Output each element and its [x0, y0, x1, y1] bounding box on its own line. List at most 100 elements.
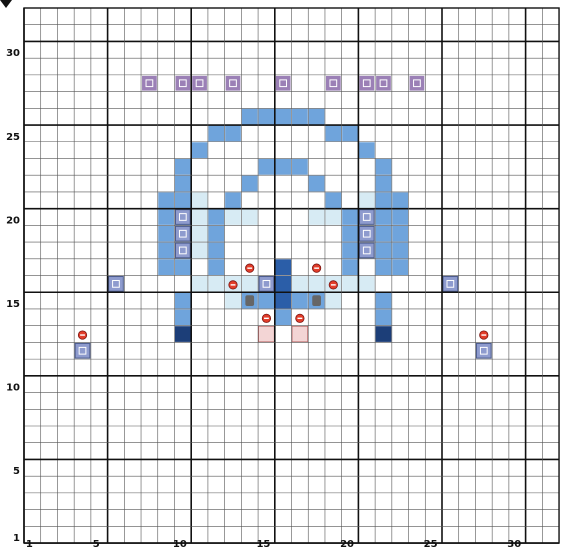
tile-deck [308, 175, 325, 192]
tile-deck [342, 125, 358, 142]
crate-icon[interactable] [192, 75, 207, 91]
control-panel-icon-detail [178, 213, 187, 221]
control-panel-icon[interactable] [358, 242, 375, 259]
tile-deck_light [358, 276, 375, 292]
map-border [23, 7, 560, 544]
crate-icon[interactable] [376, 75, 391, 91]
crate-icon-detail [329, 79, 338, 88]
control-panel-icon[interactable] [174, 209, 191, 225]
tile-deck [308, 108, 325, 125]
tile-deck_light [308, 276, 325, 292]
tile-deck [258, 108, 275, 125]
npc-figure-icon[interactable] [245, 295, 255, 306]
crate-icon-detail [379, 79, 388, 88]
tile-deck [174, 158, 191, 175]
tile-deck [375, 192, 392, 209]
tile-deck [158, 259, 174, 276]
control-panel-icon[interactable] [442, 276, 459, 292]
y-tick-label: 10 [6, 383, 20, 394]
alert-marker-icon-bar [481, 334, 487, 336]
control-panel-icon[interactable] [258, 276, 275, 292]
x-tick-label: 15 [256, 539, 270, 550]
crate-icon[interactable] [409, 75, 425, 91]
control-panel-icon[interactable] [108, 276, 124, 292]
tile-deck [158, 192, 174, 209]
tile-deck [392, 192, 409, 209]
tile-deck [375, 225, 392, 242]
tile-deck [241, 108, 258, 125]
tile-deck_light [191, 276, 208, 292]
y-tick-label: 20 [6, 215, 20, 226]
x-tick-label: 1 [26, 539, 33, 550]
y-tick-label: 15 [6, 299, 20, 310]
crate-icon[interactable] [359, 75, 375, 91]
alert-marker-icon-bar [80, 334, 85, 336]
crate-icon-detail [362, 79, 371, 88]
control-panel-icon-detail [78, 346, 87, 355]
x-tick-label: 20 [340, 539, 354, 550]
tile-deck [275, 158, 292, 175]
tile-deck [292, 108, 308, 125]
y-tick-label: 5 [13, 466, 20, 477]
door-tile[interactable] [291, 325, 309, 343]
control-panel-icon[interactable] [475, 342, 492, 359]
tile-deck [241, 175, 258, 192]
control-panel-icon-detail [362, 213, 371, 221]
tile-deck [208, 242, 225, 259]
crate-icon[interactable] [325, 75, 341, 91]
tile-deck_light [241, 276, 258, 292]
alert-marker-icon-bar [264, 317, 269, 320]
control-panel-icon[interactable] [358, 209, 375, 225]
tile-deck [375, 209, 392, 225]
tile-deck [275, 309, 292, 326]
control-panel-icon[interactable] [74, 342, 91, 359]
tile-deck [375, 242, 392, 259]
crate-icon-detail [145, 79, 154, 88]
control-panel-icon[interactable] [358, 225, 375, 242]
tile-deck [258, 292, 275, 309]
control-panel-icon-detail [362, 229, 371, 238]
tile-dark_mid [275, 259, 292, 276]
tile-deck [342, 225, 358, 242]
tile-deck [375, 175, 392, 192]
npc-figure-icon[interactable] [312, 295, 321, 306]
door-tile[interactable] [258, 325, 275, 343]
control-panel-icon-detail [262, 280, 271, 288]
crate-icon-detail [178, 79, 187, 88]
alert-marker-icon-bar [330, 284, 336, 286]
tile-deck_light [325, 209, 342, 225]
tile-deck [208, 125, 225, 142]
tile-deck_light [208, 276, 225, 292]
tile-deck [158, 225, 174, 242]
tile-deck_light [241, 209, 258, 225]
tile-deck_light [191, 225, 208, 242]
tile-deck [292, 292, 308, 309]
tile-deck [392, 209, 409, 225]
alert-marker-icon-bar [297, 317, 303, 320]
alert-marker-icon-bar [230, 284, 236, 286]
tile-deck [342, 209, 358, 225]
crate-icon[interactable] [275, 75, 291, 91]
tile-deck [275, 108, 292, 125]
x-tick-label: 5 [93, 539, 100, 550]
crate-icon[interactable] [142, 75, 157, 91]
control-panel-icon[interactable] [174, 242, 191, 259]
tile-deck [225, 125, 241, 142]
x-tick-label: 25 [424, 539, 438, 550]
crate-icon-detail [229, 79, 237, 88]
tile-deck_light [191, 209, 208, 225]
control-panel-icon-detail [112, 280, 120, 288]
control-panel-icon-detail [362, 246, 371, 255]
control-panel-icon-detail [479, 346, 488, 355]
y-tick-label: 1 [13, 533, 20, 544]
crate-icon-detail [413, 79, 421, 88]
crate-icon[interactable] [175, 75, 191, 91]
tile-deck_light [325, 292, 342, 309]
control-panel-icon[interactable] [174, 225, 191, 242]
tile-deck_light [225, 209, 241, 225]
tile-deck [174, 259, 191, 276]
tile-deck [375, 158, 392, 175]
crate-icon[interactable] [225, 75, 241, 91]
